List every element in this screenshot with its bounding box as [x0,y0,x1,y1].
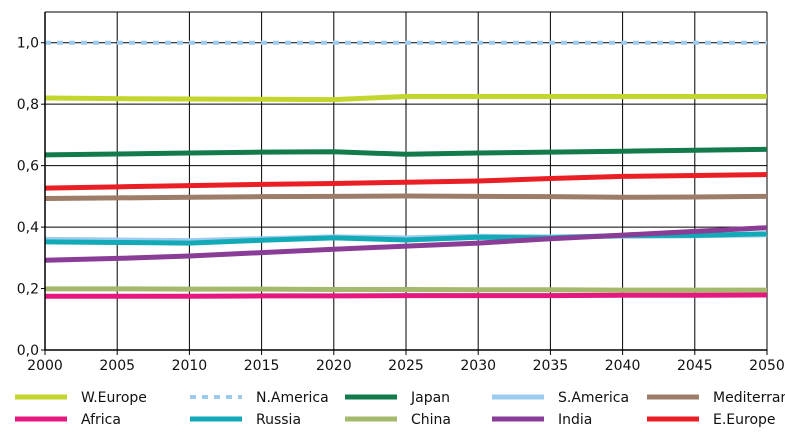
tick-labels: 0,0 0,2 0,4 0,6 0,8 1,0 2000 2005 2010 2015 2020 20… [17,36,785,374]
x-tick-label: 2035 [533,358,569,374]
series-line-india [44,225,768,263]
x-tick-label: 2030 [460,358,496,374]
y-tick-label: 0,0 [17,343,39,359]
x-tick-label: 2050 [749,358,785,374]
legend-label-india: India [558,412,592,428]
series-line-china [45,286,767,293]
x-tick-label: 2020 [316,358,352,374]
y-tick-label: 1,0 [17,36,39,52]
legend-label-n-america: N.America [256,390,329,406]
legend-label-mediterranean: Mediterranean [713,390,785,406]
x-tick-label: 2005 [99,358,135,374]
legend-label-w-europe: W.Europe [81,390,147,406]
y-tick-label: 0,2 [17,282,39,298]
x-tick-label: 2010 [172,358,208,374]
legend-label-japan: Japan [410,390,450,406]
legend-label-china: China [411,412,451,428]
series-line-w-europe [44,94,767,103]
x-tick-label: 2045 [677,358,713,374]
series-lines [44,40,768,299]
y-tick-label: 0,6 [17,159,39,175]
axes [41,12,768,355]
legend-label-e-europe: E.Europe [713,412,776,428]
y-tick-label: 0,4 [17,220,39,236]
legend: W.Europe N.America Japan S.America Mediterra… [15,390,785,428]
legend-label-s-america: S.America [558,390,629,406]
y-tick-label: 0,8 [17,97,39,113]
series-line-africa [45,292,768,299]
x-tick-label: 2040 [605,358,641,374]
series-line-e-europe [44,172,768,191]
series-line-japan [44,146,768,158]
series-line-mediterranean [44,193,768,202]
legend-label-russia: Russia [256,412,301,428]
x-tick-label: 2015 [244,358,280,374]
x-tick-label: 2025 [388,358,424,374]
x-tick-label: 2000 [27,358,63,374]
legend-label-africa: Africa [81,412,121,428]
